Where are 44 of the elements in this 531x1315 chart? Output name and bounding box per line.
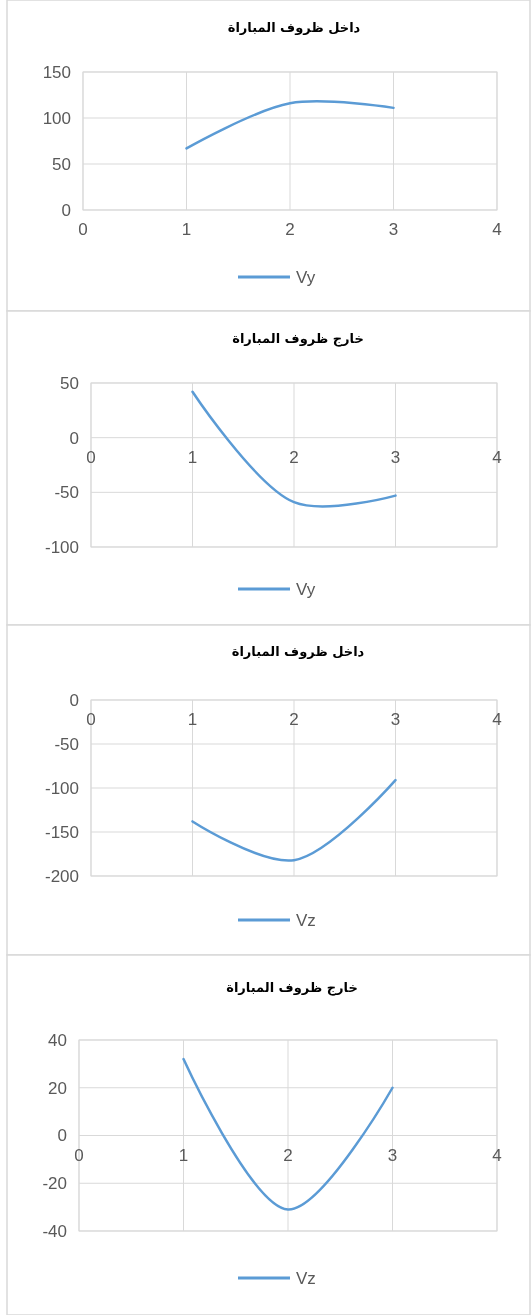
x-tick-label: 1 <box>178 1145 189 1165</box>
y-tick-label: 100 <box>42 108 71 128</box>
x-tick-label: 4 <box>492 710 502 729</box>
y-tick-label: 40 <box>48 1030 67 1050</box>
y-tick-label: 0 <box>69 428 79 448</box>
x-tick-label: 2 <box>289 710 299 729</box>
x-tick-label: 1 <box>181 220 192 239</box>
y-tick-label: 20 <box>48 1078 67 1098</box>
x-tick-label: 3 <box>388 220 399 239</box>
y-tick-label: -100 <box>44 778 79 798</box>
y-tick-label: 50 <box>52 154 71 174</box>
x-tick-label: 3 <box>387 1145 398 1165</box>
x-tick-label: 4 <box>492 220 502 239</box>
chart-title: خارج ظروف المباراة <box>232 331 364 347</box>
x-tick-label: 2 <box>285 220 295 239</box>
y-tick-label: -20 <box>42 1174 67 1194</box>
y-tick-label: -40 <box>42 1221 67 1241</box>
x-tick-label: 2 <box>289 447 299 467</box>
x-tick-label: 0 <box>86 710 96 729</box>
x-tick-label: 1 <box>187 710 198 729</box>
legend-label: Vz <box>296 910 316 930</box>
x-tick-label: 0 <box>86 447 96 467</box>
y-tick-label: 50 <box>60 373 79 393</box>
chart-title: داخل ظروف المباراة <box>227 20 361 35</box>
legend-label: Vz <box>296 1268 316 1288</box>
x-tick-label: 3 <box>390 447 401 467</box>
chart-title: داخل ظروف المباراة <box>231 644 365 659</box>
y-tick-label: 150 <box>42 62 71 82</box>
legend-label: Vy <box>296 579 316 599</box>
chart-title: خارج ظروف المباراة <box>226 980 358 996</box>
legend-label: Vy <box>296 267 316 287</box>
x-tick-label: 4 <box>492 1145 502 1165</box>
y-tick-label: -150 <box>44 822 79 842</box>
x-tick-label: 4 <box>492 447 502 467</box>
x-tick-label: 1 <box>187 447 198 467</box>
y-tick-label: 0 <box>57 1126 67 1146</box>
x-tick-label: 2 <box>283 1145 293 1165</box>
x-tick-label: 3 <box>390 710 401 729</box>
y-tick-label: -100 <box>44 537 79 557</box>
y-tick-label: -200 <box>44 866 79 886</box>
y-tick-label: -50 <box>54 483 79 503</box>
y-tick-label: -50 <box>54 734 79 754</box>
y-tick-label: 0 <box>69 690 79 710</box>
y-tick-label: 0 <box>61 200 71 220</box>
